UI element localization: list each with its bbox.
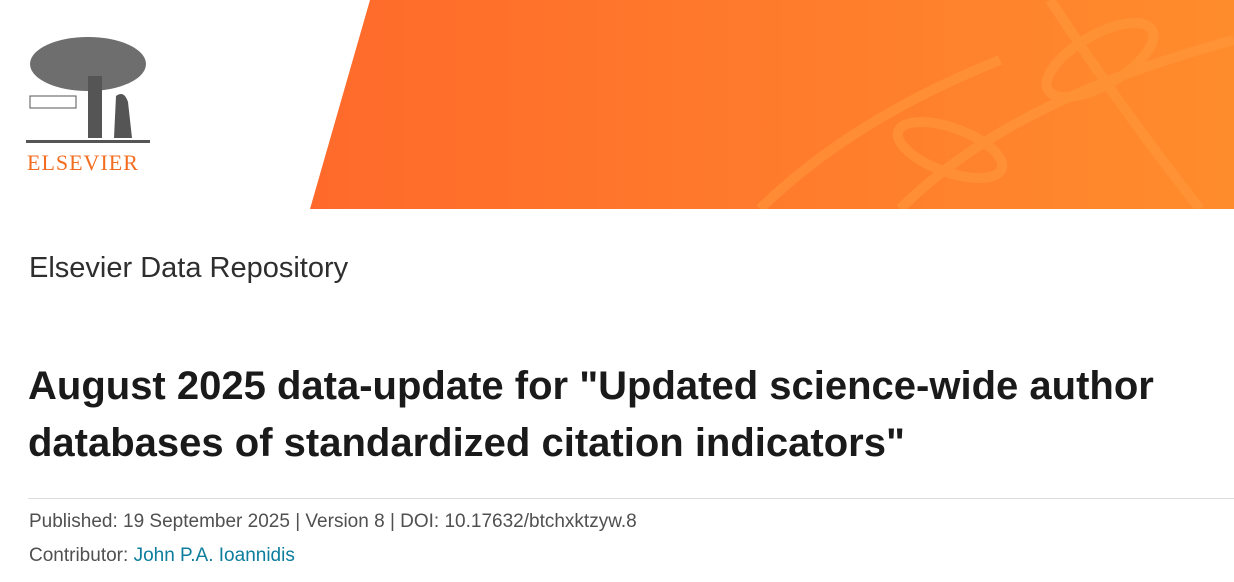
- elsevier-wordmark[interactable]: ELSEVIER: [27, 150, 139, 175]
- header-banner: [310, 0, 1234, 209]
- version: Version 8: [305, 511, 385, 532]
- site-title[interactable]: Elsevier Data Repository: [29, 252, 349, 284]
- page-title: August 2025 data-update for "Updated sci…: [28, 364, 1154, 465]
- contributor-link[interactable]: John P.A. Ioannidis: [133, 545, 295, 566]
- separator: |: [389, 511, 395, 532]
- dataset-meta: Published: 19 September 2025 | Version 8…: [29, 509, 1234, 535]
- separator: |: [295, 511, 301, 532]
- elsevier-tree-logo: [26, 37, 150, 143]
- divider: [28, 498, 1234, 499]
- doi: DOI: 10.17632/btchxktzyw.8: [400, 511, 637, 532]
- dataset-header: August 2025 data-update for "Updated sci…: [28, 358, 1234, 569]
- contributor-label: Contributor:: [29, 545, 129, 566]
- contributor-line: Contributor: John P.A. Ioannidis: [29, 543, 1234, 569]
- published-date: Published: 19 September 2025: [29, 511, 290, 532]
